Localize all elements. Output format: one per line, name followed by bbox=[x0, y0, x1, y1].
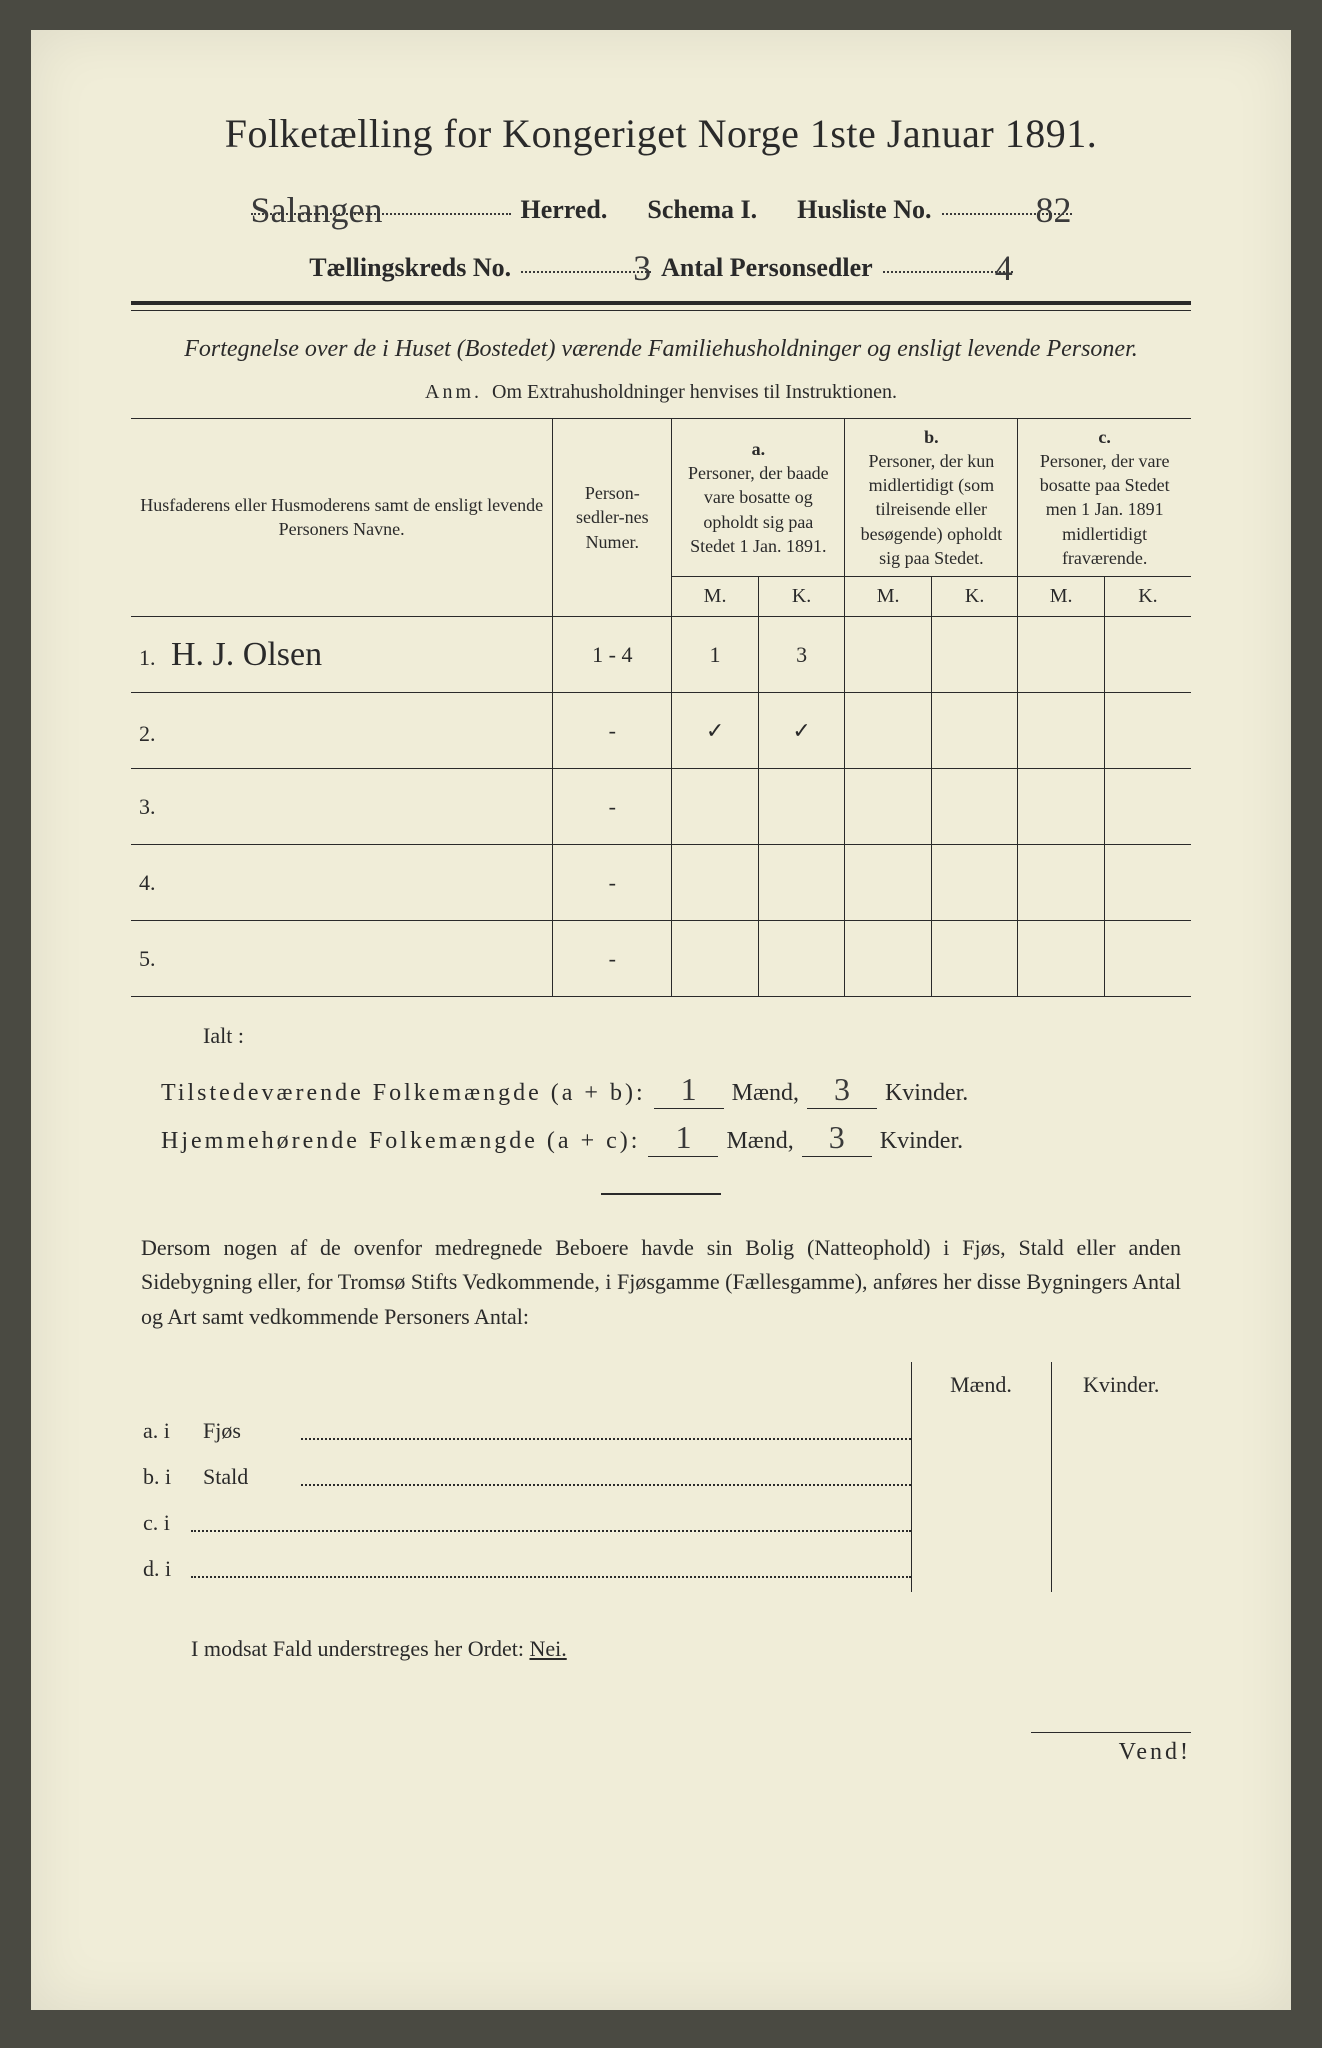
vend-label: Vend! bbox=[1031, 1732, 1191, 1766]
col-c-k: K. bbox=[1104, 577, 1191, 617]
anm-label: Anm. bbox=[425, 381, 482, 403]
divider-rule bbox=[131, 301, 1191, 311]
maend-label: Mænd, bbox=[732, 1080, 799, 1107]
form-subtitle: Fortegnelse over de i Huset (Bostedet) v… bbox=[131, 333, 1191, 367]
col-a-m: M. bbox=[672, 577, 759, 617]
row-a-m: 1 bbox=[672, 617, 759, 693]
husliste-value: 82 bbox=[1036, 190, 1072, 230]
table-body: 1. H. J. Olsen 1 - 4 1 3 2. - ✓ ✓ bbox=[131, 617, 1191, 997]
header-line-herred: Salangen Herred. Schema I. Husliste No. … bbox=[131, 185, 1191, 225]
ialt-label: Ialt : bbox=[203, 1023, 1191, 1049]
row-a-k: 3 bbox=[758, 617, 845, 693]
antal-label: Antal Personsedler bbox=[661, 253, 873, 283]
tilstede-m: 1 bbox=[681, 1071, 697, 1107]
kreds-label: Tællingskreds No. bbox=[309, 253, 511, 283]
hjemme-m: 1 bbox=[675, 1119, 691, 1155]
main-table: Husfaderens eller Husmoderens samt de en… bbox=[131, 418, 1191, 998]
herred-value: Salangen bbox=[251, 190, 383, 230]
row-c-m bbox=[1018, 617, 1105, 693]
bottom-row: c. i bbox=[131, 1500, 1191, 1546]
bottom-table: Mænd. Kvinder. a. i Fjøs b. i Stald c. i… bbox=[131, 1362, 1191, 1592]
paragraph: Dersom nogen af de ovenfor medregnede Be… bbox=[141, 1231, 1181, 1333]
maend-label: Mænd, bbox=[726, 1128, 793, 1155]
row-name: H. J. Olsen bbox=[171, 636, 322, 673]
bottom-row: a. i Fjøs bbox=[131, 1408, 1191, 1454]
kvinder-label: Kvinder. bbox=[880, 1128, 963, 1155]
bottom-row: d. i bbox=[131, 1546, 1191, 1592]
census-form-page: Folketælling for Kongeriget Norge 1ste J… bbox=[31, 30, 1291, 2010]
row-c-k bbox=[1104, 617, 1191, 693]
header-line-kreds: Tællingskreds No. 3 Antal Personsedler 4 bbox=[131, 243, 1191, 283]
table-row: 4. - bbox=[131, 845, 1191, 921]
bottom-row: b. i Stald bbox=[131, 1454, 1191, 1500]
col-a-head: a. Personer, der baade vare bosatte og o… bbox=[672, 418, 845, 577]
col-b-m: M. bbox=[845, 577, 932, 617]
kvinder-label: Kvinder. bbox=[885, 1080, 968, 1107]
col-b-head: b. Personer, der kun midlertidigt (som t… bbox=[845, 418, 1018, 577]
col-sedler: Person-sedler-nes Numer. bbox=[553, 418, 672, 617]
col-name: Husfaderens eller Husmoderens samt de en… bbox=[131, 418, 553, 617]
page-title: Folketælling for Kongeriget Norge 1ste J… bbox=[131, 110, 1191, 157]
col-c-m: M. bbox=[1018, 577, 1105, 617]
bot-maend: Mænd. bbox=[911, 1362, 1051, 1408]
anm-text: Om Extrahusholdninger henvises til Instr… bbox=[492, 381, 897, 403]
tilstede-k: 3 bbox=[834, 1071, 850, 1107]
schema-label: Schema I. bbox=[647, 195, 757, 225]
row-sedler: 1 - 4 bbox=[553, 617, 672, 693]
sum-hjemme: Hjemmehørende Folkemængde (a + c): 1 Mæn… bbox=[161, 1119, 1191, 1157]
row-b-m bbox=[845, 617, 932, 693]
col-a-k: K. bbox=[758, 577, 845, 617]
sum-tilstede: Tilstedeværende Folkemængde (a + b): 1 M… bbox=[161, 1071, 1191, 1109]
col-b-k: K. bbox=[931, 577, 1018, 617]
antal-value: 4 bbox=[995, 248, 1013, 288]
row-b-k bbox=[931, 617, 1018, 693]
table-row: 2. - ✓ ✓ bbox=[131, 693, 1191, 769]
bot-kvinder: Kvinder. bbox=[1051, 1362, 1191, 1408]
short-divider bbox=[601, 1193, 721, 1195]
husliste-label: Husliste No. bbox=[797, 195, 931, 225]
col-c-head: c. Personer, der vare bosatte paa Stedet… bbox=[1018, 418, 1191, 577]
table-row: 5. - bbox=[131, 921, 1191, 997]
hjemme-k: 3 bbox=[829, 1119, 845, 1155]
nei-line: I modsat Fald understreges her Ordet: Ne… bbox=[191, 1636, 1191, 1662]
table-row: 1. H. J. Olsen 1 - 4 1 3 bbox=[131, 617, 1191, 693]
hjemme-label: Hjemmehørende Folkemængde (a + c): bbox=[161, 1128, 640, 1155]
herred-label: Herred. bbox=[521, 195, 608, 225]
table-row: 3. - bbox=[131, 769, 1191, 845]
kreds-value: 3 bbox=[633, 248, 651, 288]
anm-line: Anm. Om Extrahusholdninger henvises til … bbox=[131, 381, 1191, 404]
row-name-cell: 1. H. J. Olsen bbox=[131, 617, 553, 693]
tilstede-label: Tilstedeværende Folkemængde (a + b): bbox=[161, 1080, 646, 1107]
nei-word: Nei. bbox=[529, 1636, 566, 1661]
